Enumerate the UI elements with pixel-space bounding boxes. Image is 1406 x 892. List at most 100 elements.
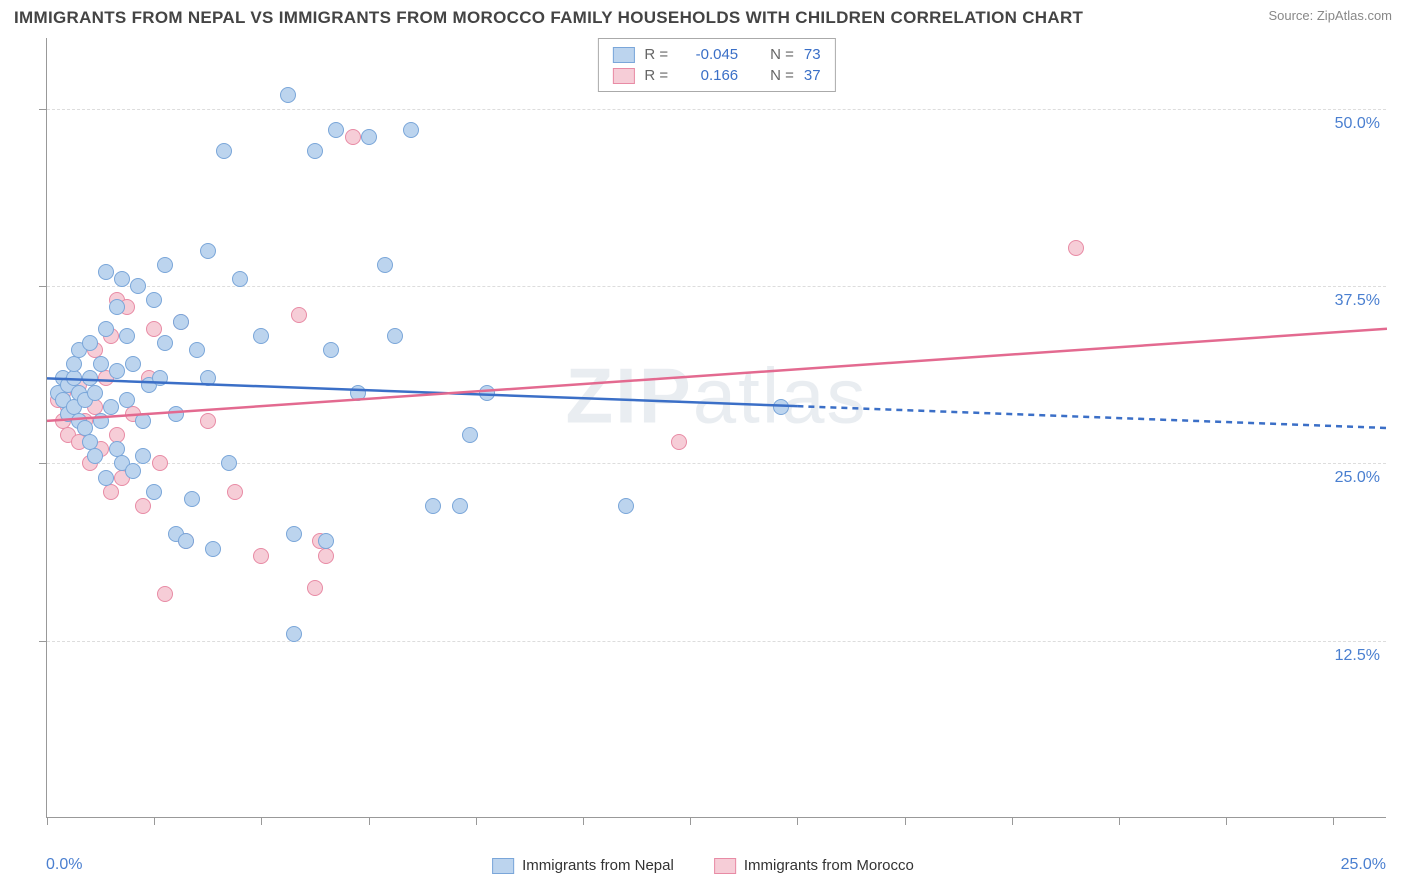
watermark: ZIPatlas <box>565 351 867 442</box>
point-nepal <box>323 342 339 358</box>
point-nepal <box>93 413 109 429</box>
trend-lines <box>47 38 1387 818</box>
n-value-morocco: 37 <box>804 67 821 84</box>
legend-stats-row-morocco: R = 0.166 N = 37 <box>612 65 820 86</box>
point-nepal <box>377 257 393 273</box>
point-nepal <box>87 385 103 401</box>
y-tick-label: 12.5% <box>1335 647 1380 665</box>
point-nepal <box>350 385 366 401</box>
point-nepal <box>173 314 189 330</box>
point-nepal <box>221 455 237 471</box>
point-nepal <box>135 448 151 464</box>
gridline <box>47 463 1386 464</box>
legend-stats-row-nepal: R = -0.045 N = 73 <box>612 44 820 65</box>
point-morocco <box>318 548 334 564</box>
point-nepal <box>189 342 205 358</box>
point-morocco <box>146 321 162 337</box>
point-morocco <box>671 434 687 450</box>
point-nepal <box>618 498 634 514</box>
point-nepal <box>452 498 468 514</box>
point-nepal <box>87 448 103 464</box>
point-nepal <box>307 143 323 159</box>
point-morocco <box>227 484 243 500</box>
point-nepal <box>119 328 135 344</box>
point-morocco <box>307 580 323 596</box>
point-nepal <box>135 413 151 429</box>
point-nepal <box>403 122 419 138</box>
y-tick-label: 25.0% <box>1335 469 1380 487</box>
swatch-morocco-icon <box>714 858 736 874</box>
gridline <box>47 109 1386 110</box>
point-nepal <box>130 278 146 294</box>
point-morocco <box>253 548 269 564</box>
n-value-nepal: 73 <box>804 46 821 63</box>
point-nepal <box>146 484 162 500</box>
legend-item-nepal: Immigrants from Nepal <box>492 857 674 874</box>
point-nepal <box>479 385 495 401</box>
r-label: R = <box>644 67 668 84</box>
swatch-nepal-icon <box>612 47 634 63</box>
point-nepal <box>200 243 216 259</box>
x-max-label: 25.0% <box>1341 856 1386 874</box>
point-nepal <box>425 498 441 514</box>
point-nepal <box>98 264 114 280</box>
point-morocco <box>135 498 151 514</box>
point-nepal <box>114 271 130 287</box>
r-label: R = <box>644 46 668 63</box>
point-nepal <box>93 356 109 372</box>
point-nepal <box>66 356 82 372</box>
point-nepal <box>98 321 114 337</box>
n-label: N = <box>770 46 794 63</box>
chart-title: IMMIGRANTS FROM NEPAL VS IMMIGRANTS FROM… <box>14 8 1083 28</box>
point-nepal <box>109 299 125 315</box>
point-nepal <box>109 363 125 379</box>
point-nepal <box>387 328 403 344</box>
point-nepal <box>146 292 162 308</box>
gridline <box>47 286 1386 287</box>
legend-stats: R = -0.045 N = 73 R = 0.166 N = 37 <box>597 38 835 92</box>
point-nepal <box>361 129 377 145</box>
swatch-nepal-icon <box>492 858 514 874</box>
legend-label-morocco: Immigrants from Morocco <box>744 857 914 874</box>
r-value-nepal: -0.045 <box>678 46 738 63</box>
x-min-label: 0.0% <box>46 856 82 874</box>
point-nepal <box>462 427 478 443</box>
legend-label-nepal: Immigrants from Nepal <box>522 857 674 874</box>
y-tick-label: 37.5% <box>1335 292 1380 310</box>
swatch-morocco-icon <box>612 68 634 84</box>
point-nepal <box>318 533 334 549</box>
point-nepal <box>286 626 302 642</box>
point-nepal <box>125 463 141 479</box>
plot-area: ZIPatlas R = -0.045 N = 73 R = 0.166 N =… <box>46 38 1386 818</box>
point-nepal <box>773 399 789 415</box>
point-nepal <box>286 526 302 542</box>
legend-item-morocco: Immigrants from Morocco <box>714 857 914 874</box>
point-nepal <box>152 370 168 386</box>
point-nepal <box>200 370 216 386</box>
point-nepal <box>103 399 119 415</box>
point-nepal <box>98 470 114 486</box>
point-nepal <box>168 406 184 422</box>
point-morocco <box>152 455 168 471</box>
point-nepal <box>157 257 173 273</box>
point-nepal <box>157 335 173 351</box>
point-morocco <box>291 307 307 323</box>
point-nepal <box>119 392 135 408</box>
point-morocco <box>345 129 361 145</box>
point-nepal <box>280 87 296 103</box>
point-morocco <box>157 586 173 602</box>
legend-series: Immigrants from Nepal Immigrants from Mo… <box>492 857 914 874</box>
n-label: N = <box>770 67 794 84</box>
point-nepal <box>184 491 200 507</box>
point-nepal <box>232 271 248 287</box>
r-value-morocco: 0.166 <box>678 67 738 84</box>
point-morocco <box>200 413 216 429</box>
point-morocco <box>103 484 119 500</box>
source-text: Source: ZipAtlas.com <box>1268 8 1392 23</box>
point-morocco <box>1068 240 1084 256</box>
point-nepal <box>125 356 141 372</box>
gridline <box>47 641 1386 642</box>
point-nepal <box>178 533 194 549</box>
y-tick-label: 50.0% <box>1335 115 1380 133</box>
point-nepal <box>82 335 98 351</box>
